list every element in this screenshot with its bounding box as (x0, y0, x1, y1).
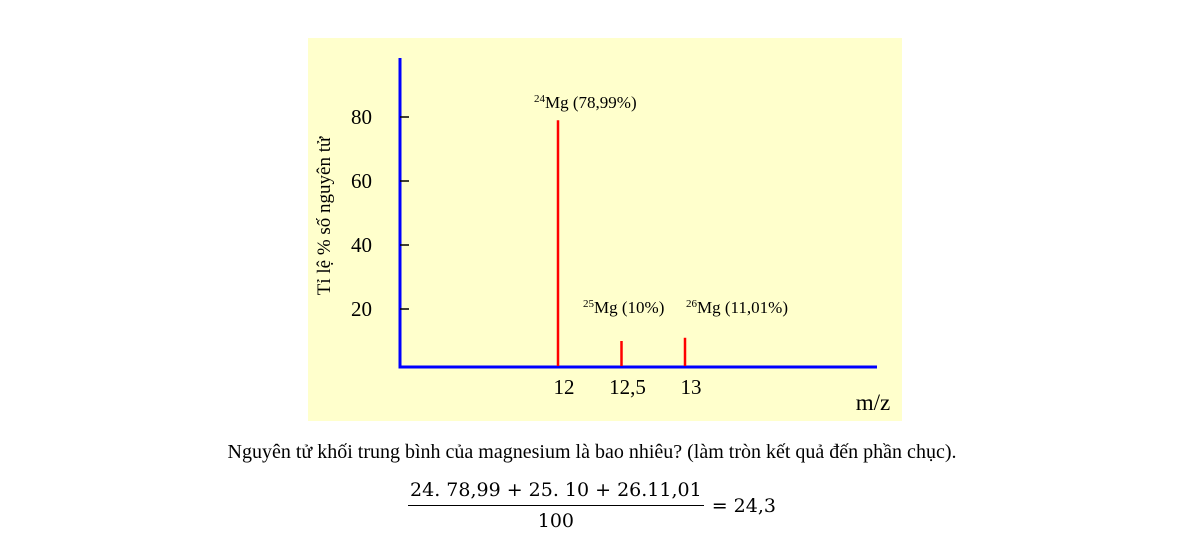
y-tick-label: 40 (351, 233, 372, 257)
formula-fraction: 24. 78,99 + 25. 10 + 26.11,01 100 (408, 478, 704, 533)
x-tick-label: 12,5 (609, 375, 646, 399)
peak-label: 24Mg (78,99%) (534, 93, 637, 112)
mass-spectrum-chart: 20 40 60 80 Tỉ lệ % số nguyên tử 12 12,5 13 m/z 2… (308, 38, 902, 421)
y-tick-label: 80 (351, 105, 372, 129)
peak-label: 25Mg (10%) (583, 298, 664, 317)
formula-denominator: 100 (537, 510, 574, 532)
y-tick-label: 60 (351, 169, 372, 193)
x-tick-label: 12 (554, 375, 575, 399)
formula: 24. 78,99 + 25. 10 + 26.11,01 100 = 24,3 (0, 478, 1184, 533)
y-axis-title: Tỉ lệ % số nguyên tử (314, 136, 335, 295)
peak-label: 26Mg (11,01%) (686, 298, 788, 317)
formula-numerator: 24. 78,99 + 25. 10 + 26.11,01 (408, 478, 704, 506)
x-axis-title: m/z (856, 390, 891, 415)
chart-svg: 20 40 60 80 Tỉ lệ % số nguyên tử 12 12,5 13 m/z 2… (314, 58, 891, 415)
x-tick-label: 13 (681, 375, 702, 399)
y-tick-label: 20 (351, 297, 372, 321)
question-text: Nguyên tử khối trung bình của magnesium … (227, 441, 957, 463)
formula-result: = 24,3 (711, 494, 776, 517)
